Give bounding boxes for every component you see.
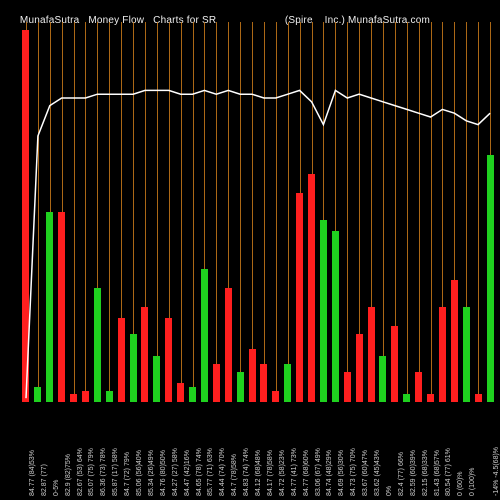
x-axis-label: 82.4 (77) 66% <box>398 452 405 496</box>
x-axis-label: 80.54 (77) 61% <box>445 448 452 496</box>
x-axis-label: 85.07 (75) 79% <box>88 448 95 496</box>
x-axis-label: 0 (100)% <box>469 468 476 496</box>
x-axis-label: 84.7 (72) 79% <box>124 452 131 496</box>
x-axis-label: 86.36 (73) 78% <box>100 448 107 496</box>
chart-container: MunafaSutra Money Flow Charts for SR (Sp… <box>0 0 500 500</box>
x-axis-label: 84.77 (41) 73% <box>291 448 298 496</box>
x-axis-label: 83.67 (60)47% <box>362 450 369 496</box>
x-axis-label: 84.77 (68)60% <box>303 450 310 496</box>
x-axis-label: 0-5% <box>53 480 60 496</box>
x-axis-label: 82.87 (77) <box>41 464 48 496</box>
chart-area <box>20 22 496 402</box>
x-axis-label: 85.06 (56)40% <box>136 450 143 496</box>
x-axis-label: 82.59 (60)39% <box>410 450 417 496</box>
x-axis-label: 84.65 (78) 74% <box>196 448 203 496</box>
x-axis-label: 84.27 (27) 58% <box>172 448 179 496</box>
x-axis-label: 84.69 (56)30% <box>338 450 345 496</box>
x-axis-label: 82.9 (82)75% <box>65 454 72 496</box>
x-axis-label: 84.73 (75) 70% <box>350 448 357 496</box>
x-axis-label: 84.44 (74) 70% <box>219 448 226 496</box>
x-axis-label: 81.43 (68)57% <box>434 450 441 496</box>
x-axis-label: 84.12 (68)48% <box>255 450 262 496</box>
x-axis-label: 84.77 (84)53% <box>29 450 36 496</box>
x-axis-label: 85.34 (26)49% <box>148 450 155 496</box>
x-axis-label: 0% <box>386 486 393 496</box>
x-axis-label: 84.72 (58)23% <box>279 450 286 496</box>
x-axis-label: 82.67 (53) 64% <box>77 448 84 496</box>
x-axis-label: 83.06 (67) 49% <box>315 448 322 496</box>
price-line <box>20 22 496 402</box>
x-axis-label: 0 (60)% <box>457 471 464 496</box>
x-axis-label: -14% -4.5(68)% <box>493 447 500 496</box>
x-axis-label: 85.77 (71) 63% <box>207 448 214 496</box>
x-axis-label: 85.87 (17) 58% <box>112 448 119 496</box>
x-axis-label: 84.7 (78)58% <box>231 454 238 496</box>
x-axis-label: 83.62 (45)43% <box>374 450 381 496</box>
x-axis-labels: 84.77 (84)53% 82.87 (77) 0-5% 82.9 (82)75… <box>20 404 496 500</box>
x-axis-label: 84.74 (48)29% <box>326 450 333 496</box>
x-axis-label: 82.15 (68)33% <box>422 450 429 496</box>
x-axis-label: 84.83 (74) 74% <box>243 448 250 496</box>
x-axis-label: 84.17 (78)58% <box>267 450 274 496</box>
x-axis-label: 84.76 (80)50% <box>160 450 167 496</box>
x-axis-label: 84.47 (42)16% <box>184 450 191 496</box>
